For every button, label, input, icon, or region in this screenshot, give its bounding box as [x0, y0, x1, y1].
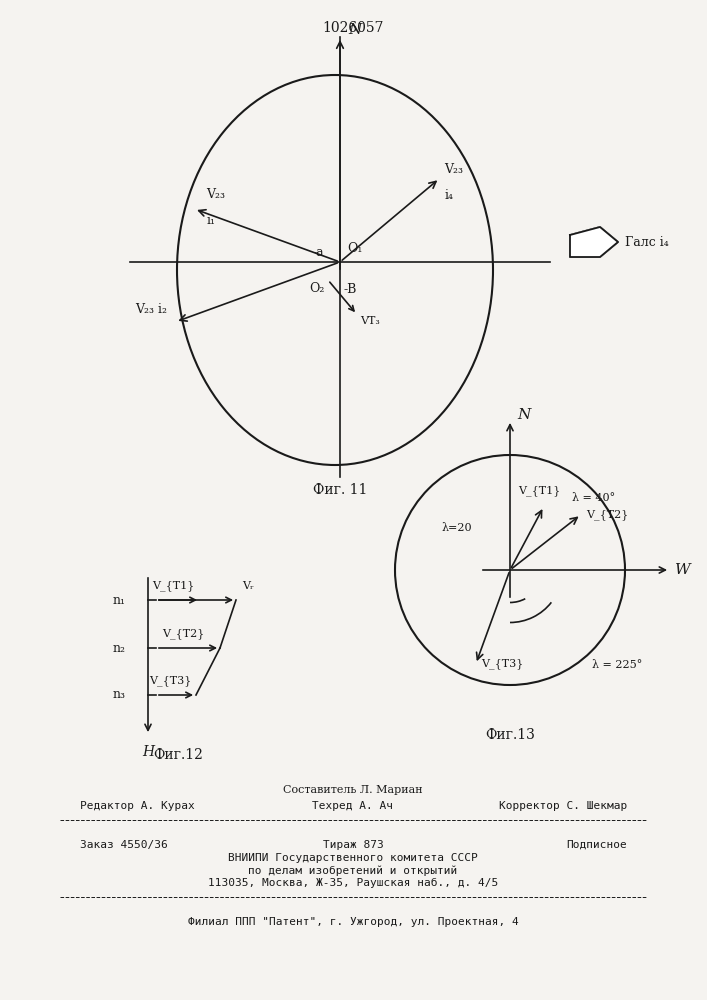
Text: ВНИИПИ Государственного комитета СССР: ВНИИПИ Государственного комитета СССР	[228, 853, 478, 863]
Text: V₂₃: V₂₃	[206, 188, 226, 201]
Text: λ = 40°: λ = 40°	[572, 493, 615, 503]
Text: V_{T3}: V_{T3}	[481, 659, 523, 669]
Text: 113035, Москва, Ж-35, Раушская наб., д. 4/5: 113035, Москва, Ж-35, Раушская наб., д. …	[208, 878, 498, 888]
Text: -B: -B	[344, 283, 357, 296]
Text: V_{T1}: V_{T1}	[518, 486, 560, 496]
Text: Заказ 4550/36: Заказ 4550/36	[80, 840, 168, 850]
Text: Галс i₄: Галс i₄	[625, 235, 669, 248]
Text: V_{T2}: V_{T2}	[586, 509, 629, 520]
Text: i₁: i₁	[206, 214, 216, 227]
Text: Тираж 873: Тираж 873	[322, 840, 383, 850]
Text: W: W	[675, 563, 691, 577]
Text: n₁: n₁	[113, 593, 126, 606]
Text: O₂: O₂	[310, 282, 325, 295]
Text: i₄: i₄	[445, 189, 454, 202]
Text: λ = 225°: λ = 225°	[592, 660, 642, 670]
Text: Vᵣ: Vᵣ	[242, 581, 254, 591]
Text: n₃: n₃	[113, 688, 126, 702]
Text: Составитель Л. Мариан: Составитель Л. Мариан	[284, 785, 423, 795]
Text: O₁: O₁	[347, 242, 363, 255]
Text: N: N	[348, 23, 361, 37]
Text: V_{T2}: V_{T2}	[162, 628, 204, 639]
Text: -a: -a	[312, 246, 324, 259]
Text: N: N	[517, 408, 530, 422]
Text: Техред А. Ач: Техред А. Ач	[312, 801, 394, 811]
Polygon shape	[570, 227, 618, 257]
Text: VT₃: VT₃	[360, 316, 380, 326]
Text: n₂: n₂	[113, 642, 126, 654]
Text: 1026057: 1026057	[322, 21, 384, 35]
Text: V_{T1}: V_{T1}	[152, 580, 194, 591]
Text: Подписное: Подписное	[566, 840, 627, 850]
Text: V₂₃ i₂: V₂₃ i₂	[136, 303, 168, 316]
Text: по делам изобретений и открытий: по делам изобретений и открытий	[248, 866, 457, 876]
Text: λ=20: λ=20	[441, 523, 472, 533]
Text: V_{T3}: V_{T3}	[148, 675, 191, 686]
Text: Фиг. 11: Фиг. 11	[312, 483, 367, 497]
Text: V₂₃: V₂₃	[445, 163, 464, 176]
Text: Редактор А. Курах: Редактор А. Курах	[80, 801, 194, 811]
Text: H: H	[142, 745, 154, 759]
Text: Филиал ППП "Патент", г. Ужгород, ул. Проектная, 4: Филиал ППП "Патент", г. Ужгород, ул. Про…	[187, 917, 518, 927]
Text: Фиг.12: Фиг.12	[153, 748, 203, 762]
Text: Фиг.13: Фиг.13	[485, 728, 535, 742]
Text: Корректор С. Шекмар: Корректор С. Шекмар	[498, 801, 627, 811]
